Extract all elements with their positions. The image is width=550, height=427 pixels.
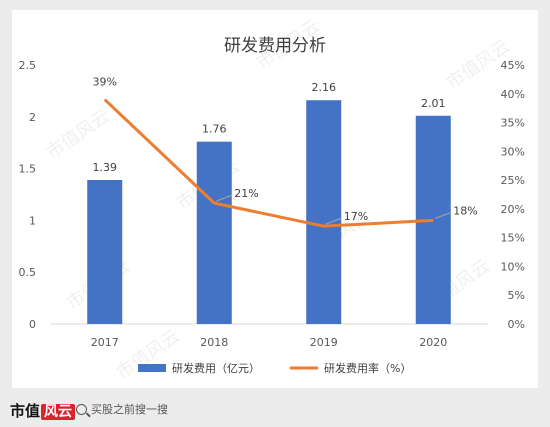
left-axis-ticks: 0 0.5 1 1.5 2 2.5	[19, 59, 37, 331]
footer-bar: 市值 风云 买股之前搜一搜	[0, 388, 550, 427]
leader-line	[216, 194, 233, 202]
bar-2018	[196, 141, 232, 324]
legend-bar-label: 研发费用（亿元）	[172, 361, 260, 375]
x-tick-label: 2017	[91, 336, 119, 349]
legend-line-label: 研发费用率（%）	[324, 361, 411, 375]
right-tick-label: 25%	[501, 174, 525, 187]
legend-bar-swatch	[138, 364, 166, 372]
line-value-label: 18%	[453, 204, 477, 217]
leader-line	[325, 217, 342, 225]
chart-title: 研发费用分析	[224, 36, 326, 56]
left-tick-label: 0.5	[19, 266, 37, 279]
bar-value-label: 2.01	[421, 97, 446, 110]
bar-value-label: 2.16	[312, 81, 337, 94]
bar-2017	[87, 179, 123, 324]
line-value-label: 21%	[234, 187, 258, 200]
x-tick-label: 2020	[419, 336, 447, 349]
right-tick-label: 30%	[501, 145, 525, 158]
logo-text: 市值	[10, 402, 41, 420]
legend: 研发费用（亿元） 研发费用率（%）	[138, 361, 411, 375]
search-icon	[76, 403, 87, 415]
right-tick-label: 35%	[501, 117, 525, 130]
right-tick-label: 0%	[508, 318, 525, 331]
leader-line	[435, 211, 452, 219]
right-tick-label: 20%	[501, 203, 525, 216]
line-value-label: 17%	[344, 210, 368, 223]
line-value-label: 39%	[93, 76, 117, 89]
chart-card: 市值风云市值风云市值风云市值风云市值风云市值风云市值风云市值风云 研发费用分析 …	[12, 10, 538, 388]
x-tick-label: 2019	[310, 336, 338, 349]
x-axis-ticks: 2017 2018 2019 2020	[91, 336, 448, 349]
bar-value-label: 1.39	[93, 161, 118, 174]
right-tick-label: 10%	[501, 260, 525, 273]
watermark-text: 市值风云	[43, 106, 114, 164]
x-tick-label: 2018	[200, 336, 228, 349]
bar-series: 1.39 1.76 2.16 2.01	[87, 81, 451, 324]
rd-rate-line	[103, 98, 434, 228]
right-axis-ticks: 0% 5% 10% 15% 20% 25% 30% 35% 40% 45%	[501, 59, 525, 331]
rd-expense-chart: 市值风云市值风云市值风云市值风云市值风云市值风云市值风云市值风云 研发费用分析 …	[19, 16, 526, 384]
bar-2019	[306, 100, 342, 324]
bar-value-label: 1.76	[202, 123, 227, 136]
watermark-text: 市值风云	[113, 326, 184, 384]
line-series: 39% 21% 17% 18%	[93, 76, 478, 228]
left-tick-label: 1.5	[19, 163, 37, 176]
left-tick-label: 2	[29, 111, 36, 124]
left-tick-label: 1	[29, 214, 36, 227]
search-hint[interactable]: 买股之前搜一搜	[76, 400, 168, 418]
logo-accent: 风云	[41, 404, 76, 420]
left-tick-label: 0	[29, 318, 36, 331]
brand-logo: 市值 风云	[10, 400, 76, 421]
search-hint-text: 买股之前搜一搜	[91, 403, 168, 416]
right-tick-label: 40%	[501, 88, 525, 101]
left-tick-label: 2.5	[19, 59, 37, 72]
right-tick-label: 45%	[501, 59, 525, 72]
right-tick-label: 15%	[501, 232, 525, 245]
right-tick-label: 5%	[508, 289, 525, 302]
